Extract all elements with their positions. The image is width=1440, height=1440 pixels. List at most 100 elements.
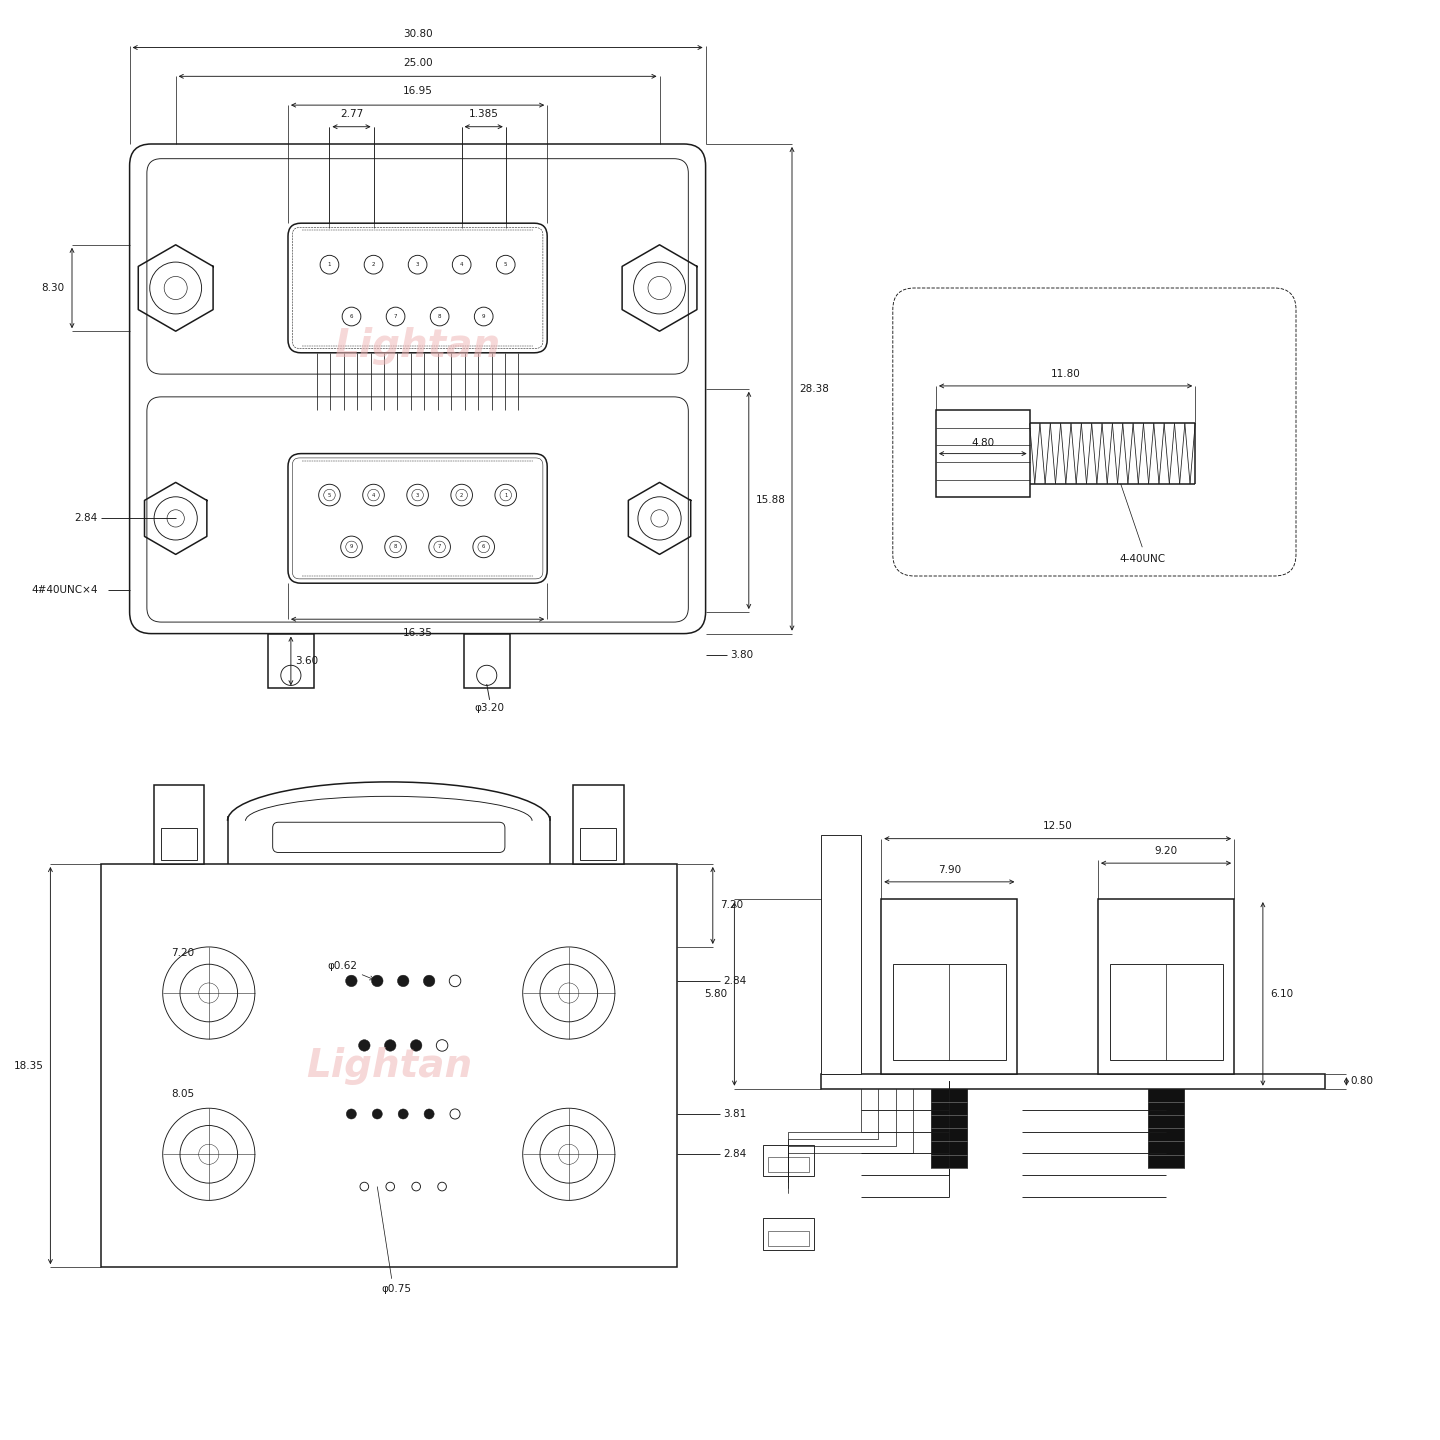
Bar	[161, 828, 197, 860]
Text: 6: 6	[482, 544, 485, 550]
Bar	[936, 410, 1030, 497]
Text: 4: 4	[459, 262, 464, 268]
Text: 7.20: 7.20	[720, 900, 743, 910]
Circle shape	[180, 965, 238, 1022]
Text: 1: 1	[504, 492, 507, 498]
Bar	[580, 828, 616, 860]
Text: 3.81: 3.81	[723, 1109, 746, 1119]
Text: 6.10: 6.10	[1270, 989, 1293, 999]
Circle shape	[164, 276, 187, 300]
Circle shape	[367, 490, 379, 501]
Circle shape	[359, 1040, 370, 1051]
Text: 1.385: 1.385	[469, 109, 498, 120]
Bar	[1097, 899, 1234, 1074]
Text: 4: 4	[372, 492, 376, 498]
Circle shape	[324, 490, 336, 501]
Circle shape	[154, 497, 197, 540]
Text: 2.77: 2.77	[340, 109, 363, 120]
Text: 5: 5	[504, 262, 507, 268]
Circle shape	[436, 1040, 448, 1051]
Circle shape	[474, 307, 492, 325]
Text: 12.50: 12.50	[1043, 821, 1073, 831]
Circle shape	[559, 984, 579, 1004]
Text: 0.80: 0.80	[1351, 1077, 1374, 1086]
Text: 30.80: 30.80	[403, 29, 432, 39]
Bar	[821, 835, 861, 1074]
Text: 9: 9	[350, 544, 353, 550]
Circle shape	[281, 665, 301, 685]
FancyBboxPatch shape	[288, 454, 547, 583]
Circle shape	[397, 975, 409, 986]
Text: 3: 3	[416, 492, 419, 498]
FancyBboxPatch shape	[147, 158, 688, 374]
Text: 2.84: 2.84	[75, 514, 98, 523]
Text: 7.20: 7.20	[171, 948, 194, 958]
Circle shape	[318, 484, 340, 505]
Circle shape	[372, 975, 383, 986]
Bar	[268, 634, 314, 688]
Text: 8: 8	[395, 544, 397, 550]
Text: 9: 9	[482, 314, 485, 320]
Text: 5: 5	[328, 492, 331, 498]
Bar	[893, 963, 1005, 1060]
Circle shape	[163, 1109, 255, 1201]
Bar	[768, 1158, 809, 1172]
Text: Lightan: Lightan	[334, 327, 501, 364]
Text: 3.80: 3.80	[730, 651, 753, 660]
Circle shape	[346, 541, 357, 553]
Bar	[763, 1145, 814, 1176]
Text: Lightan: Lightan	[305, 1047, 472, 1084]
Bar	[464, 634, 510, 688]
Text: 16.35: 16.35	[403, 628, 432, 638]
Text: 28.38: 28.38	[799, 384, 829, 393]
Circle shape	[163, 948, 255, 1040]
Text: 5.80: 5.80	[704, 989, 727, 999]
Text: 8.05: 8.05	[171, 1089, 194, 1099]
Text: 4-40UNC: 4-40UNC	[1119, 554, 1165, 564]
Bar	[763, 1218, 814, 1250]
Circle shape	[497, 255, 516, 274]
Circle shape	[150, 262, 202, 314]
Text: 11.80: 11.80	[1051, 369, 1080, 379]
Circle shape	[523, 1109, 615, 1201]
Bar	[881, 899, 1017, 1074]
Circle shape	[341, 536, 363, 557]
Text: 8.30: 8.30	[42, 284, 65, 292]
Text: 3.60: 3.60	[295, 657, 318, 665]
Circle shape	[423, 1109, 435, 1119]
Circle shape	[477, 665, 497, 685]
Circle shape	[320, 255, 338, 274]
Text: 7: 7	[438, 544, 441, 550]
Bar	[154, 785, 204, 864]
Circle shape	[346, 975, 357, 986]
Circle shape	[429, 536, 451, 557]
Circle shape	[167, 510, 184, 527]
Circle shape	[423, 975, 435, 986]
Circle shape	[363, 484, 384, 505]
Circle shape	[449, 1109, 461, 1119]
Circle shape	[540, 965, 598, 1022]
Circle shape	[397, 1109, 409, 1119]
Circle shape	[500, 490, 511, 501]
Text: 15.88: 15.88	[756, 495, 786, 505]
Text: 1: 1	[328, 262, 331, 268]
Text: 7.90: 7.90	[937, 864, 960, 874]
Circle shape	[559, 1145, 579, 1165]
Bar	[1148, 1089, 1184, 1168]
Text: 16.95: 16.95	[403, 86, 432, 96]
Text: 2: 2	[459, 492, 464, 498]
Text: φ0.75: φ0.75	[382, 1284, 410, 1295]
Text: 9.20: 9.20	[1155, 845, 1178, 855]
Bar	[768, 1231, 809, 1246]
Circle shape	[452, 255, 471, 274]
Text: 6: 6	[350, 314, 353, 320]
Circle shape	[431, 307, 449, 325]
Circle shape	[384, 536, 406, 557]
Circle shape	[346, 1109, 357, 1119]
Circle shape	[472, 536, 494, 557]
Text: 2.84: 2.84	[723, 1149, 746, 1159]
Circle shape	[199, 984, 219, 1004]
Bar	[101, 864, 677, 1267]
Circle shape	[449, 975, 461, 986]
Circle shape	[523, 948, 615, 1040]
